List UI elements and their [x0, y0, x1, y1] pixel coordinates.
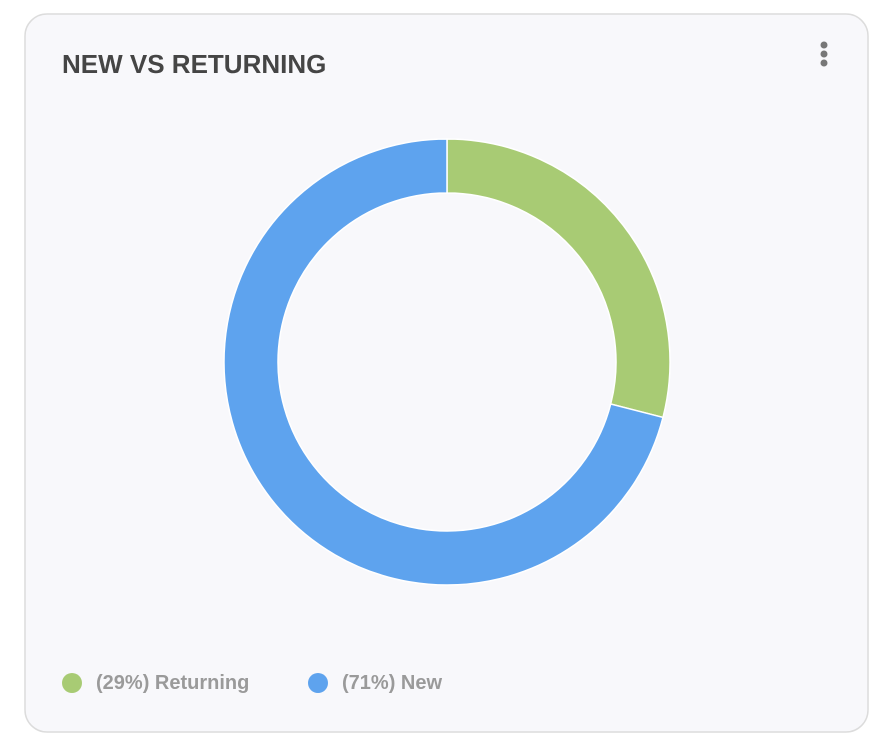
menu-dot	[820, 41, 828, 49]
legend-swatch	[308, 673, 328, 693]
menu-dot	[820, 50, 828, 58]
legend-label: (29%) Returning	[96, 672, 249, 694]
legend-value: (71%)	[342, 672, 395, 694]
menu-dot	[820, 59, 828, 67]
legend-name: Returning	[155, 672, 249, 694]
legend-label: (71%) New	[342, 672, 442, 694]
menu-button[interactable]	[820, 41, 828, 67]
donut-slice	[223, 138, 664, 586]
legend-item: (29%) Returning	[62, 672, 249, 694]
chart-title: NEW VS RETURNING	[62, 49, 326, 79]
card	[24, 13, 869, 733]
legend-item: (71%) New	[308, 672, 442, 694]
legend-swatch	[62, 673, 82, 693]
legend-value: (29%)	[96, 672, 149, 694]
legend-name: New	[401, 672, 443, 694]
